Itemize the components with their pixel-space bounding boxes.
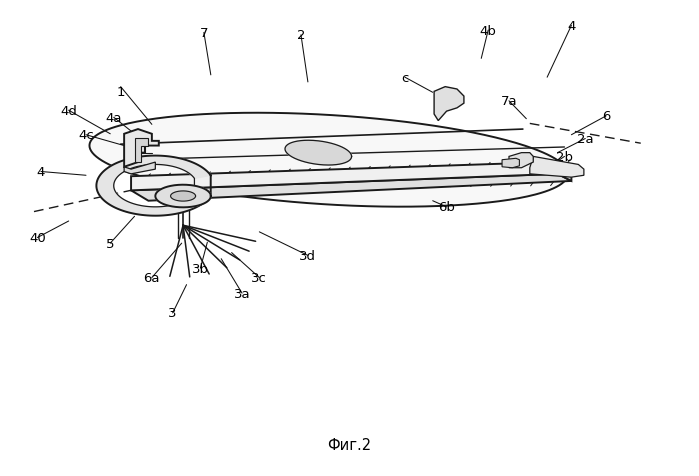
Text: 4d: 4d — [60, 105, 77, 118]
Polygon shape — [124, 163, 155, 175]
Text: 2b: 2b — [556, 150, 573, 164]
Polygon shape — [131, 175, 571, 201]
Text: 3: 3 — [168, 307, 177, 320]
Polygon shape — [502, 159, 519, 169]
Text: Фиг.2: Фиг.2 — [327, 437, 372, 453]
Text: 4: 4 — [37, 166, 45, 178]
Polygon shape — [171, 191, 196, 202]
Polygon shape — [285, 141, 352, 166]
Text: 3b: 3b — [192, 262, 209, 275]
Text: 3c: 3c — [252, 271, 267, 285]
Text: 40: 40 — [29, 231, 46, 245]
Polygon shape — [530, 157, 584, 178]
Polygon shape — [89, 113, 568, 207]
Text: 4a: 4a — [106, 111, 122, 125]
Text: 7a: 7a — [500, 95, 517, 108]
Polygon shape — [131, 163, 558, 191]
Text: 7: 7 — [200, 27, 208, 40]
Text: 6: 6 — [602, 110, 610, 123]
Polygon shape — [509, 153, 533, 169]
Polygon shape — [124, 130, 159, 168]
Polygon shape — [134, 139, 148, 163]
Text: 5: 5 — [106, 237, 115, 250]
Text: 3a: 3a — [233, 287, 250, 300]
Polygon shape — [155, 185, 211, 208]
Polygon shape — [96, 156, 210, 216]
Polygon shape — [551, 163, 571, 181]
Text: 6b: 6b — [438, 201, 455, 214]
Text: 4b: 4b — [480, 24, 496, 38]
Text: 6a: 6a — [143, 271, 160, 285]
Text: 4c: 4c — [78, 129, 94, 142]
Text: c: c — [401, 71, 409, 85]
Text: 1: 1 — [117, 86, 125, 99]
Polygon shape — [434, 88, 464, 121]
Text: 3d: 3d — [299, 249, 317, 262]
Text: 2a: 2a — [577, 133, 593, 146]
Text: 2: 2 — [296, 29, 305, 42]
Text: 4: 4 — [567, 20, 575, 33]
